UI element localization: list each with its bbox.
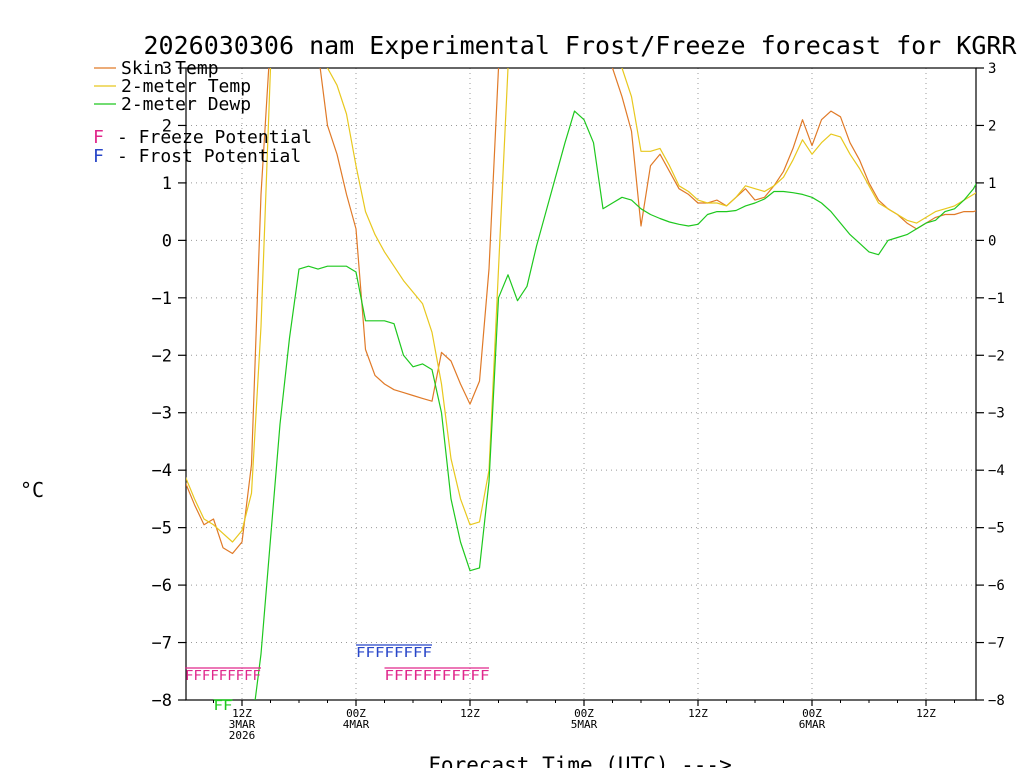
dewp-low-text: FF xyxy=(214,699,233,714)
x-tick-label: 00Z xyxy=(802,707,822,720)
legend-label: Skin Temp xyxy=(121,58,219,79)
y-tick-label: −8 xyxy=(152,691,172,711)
x-tick-label: 00Z xyxy=(574,707,594,720)
y-axis-right: −8 −7 −6 −5 −4 −3 −2 −1 0 1 2 3 xyxy=(976,61,1005,709)
y-tick-label-right: −7 xyxy=(988,636,1005,652)
x-tick-label: 12Z xyxy=(232,707,252,720)
series-line-2-meter-dewp xyxy=(254,110,976,700)
y-tick-label-right: −1 xyxy=(988,291,1005,307)
y-tick-label-right: 3 xyxy=(988,61,996,77)
potential-legend-label: - Freeze Potential xyxy=(117,127,312,148)
y-tick-label: −3 xyxy=(152,404,172,424)
plot-frame xyxy=(185,67,977,701)
y-tick-label-right: 2 xyxy=(988,118,996,134)
x-tick-label: 12Z xyxy=(460,707,480,720)
y-tick-label: −4 xyxy=(152,461,172,481)
series-line-2-meter-temp xyxy=(186,68,976,543)
x-tick-label: 3MAR xyxy=(229,718,256,731)
frost-potential-text: FFFFFFFF xyxy=(356,646,432,661)
x-tick-label: 5MAR xyxy=(571,718,598,731)
y-tick-label-right: 1 xyxy=(988,176,996,192)
x-tick-label: 12Z xyxy=(688,707,708,720)
freeze-potential-text: FFFFFFFFFFF xyxy=(385,669,490,684)
x-tick-label: 12Z xyxy=(916,707,936,720)
series-group xyxy=(186,68,976,700)
x-tick-label: 6MAR xyxy=(799,718,826,731)
chart-title: 2026030306 nam Experimental Frost/Freeze… xyxy=(144,31,1018,60)
y-tick-label: −2 xyxy=(152,346,172,366)
y-tick-label-right: −8 xyxy=(988,693,1005,709)
potential-legend-label: - Frost Potential xyxy=(117,146,301,167)
freeze-potential-text: FFFFFFFFF xyxy=(185,669,261,684)
y-tick-label: 2 xyxy=(162,116,172,136)
y-tick-label-right: 0 xyxy=(988,233,996,249)
y-tick-label: −1 xyxy=(152,289,172,309)
y-tick-label: −6 xyxy=(152,576,172,596)
legend-label: 2-meter Dewp xyxy=(121,94,251,115)
y-tick-label-right: −4 xyxy=(988,463,1005,479)
series-line-skin-temp xyxy=(186,68,976,555)
y-tick-label: 3 xyxy=(162,59,172,79)
x-tick-label: 00Z xyxy=(346,707,366,720)
y-tick-label-right: −5 xyxy=(988,521,1005,537)
legend-label: 2-meter Temp xyxy=(121,76,251,97)
grid xyxy=(186,68,976,700)
x-tick-label: 4MAR xyxy=(343,718,370,731)
potential-legend-letter: F xyxy=(93,146,104,167)
potential-legend-letter: F xyxy=(93,127,104,148)
y-axis-label: °C xyxy=(20,478,44,502)
y-tick-label: −5 xyxy=(152,519,172,539)
y-axis-left: −8 −7 −6 −5 −4 −3 −2 −1 0 1 2 3 xyxy=(152,59,186,711)
y-tick-label: −7 xyxy=(152,634,172,654)
y-tick-label-right: −3 xyxy=(988,406,1005,422)
y-tick-label-right: −6 xyxy=(988,578,1005,594)
y-tick-label: 1 xyxy=(162,174,172,194)
y-tick-label-right: −2 xyxy=(988,348,1005,364)
x-tick-label: 2026 xyxy=(229,729,256,742)
x-axis-label: Forecast Time (UTC) ---> xyxy=(428,753,731,768)
y-tick-label: 0 xyxy=(162,231,172,251)
